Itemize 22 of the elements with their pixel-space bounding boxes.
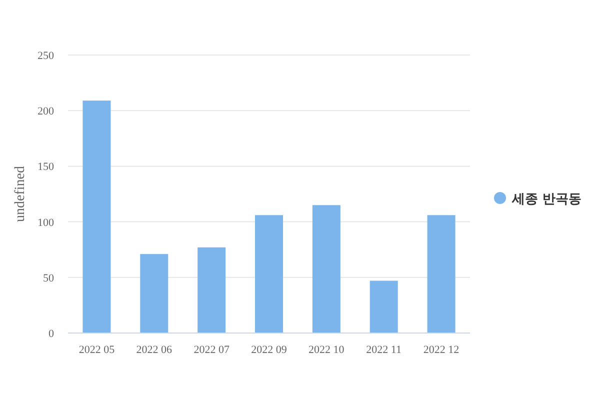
y-tick-label: 250 <box>38 50 54 62</box>
y-tick-label: 200 <box>38 106 54 118</box>
bar <box>427 215 456 333</box>
bar <box>140 254 168 333</box>
x-tick-label: 2022 10 <box>308 344 345 356</box>
y-tick-label: 150 <box>38 161 54 174</box>
y-tick-label: 50 <box>43 272 54 284</box>
y-tick-label: 100 <box>38 216 54 229</box>
bar <box>198 247 226 333</box>
y-axis-title: undefined <box>13 166 28 222</box>
bar <box>255 215 283 333</box>
x-tick-label: 2022 07 <box>194 344 230 356</box>
y-tick-label: 0 <box>48 328 54 340</box>
bar <box>82 100 111 333</box>
x-tick-label: 2022 05 <box>78 344 116 356</box>
x-tick-label: 2022 09 <box>251 344 288 356</box>
x-tick-label: 2022 11 <box>366 344 402 356</box>
x-tick-label: 2022 12 <box>423 344 460 356</box>
bar <box>370 280 398 333</box>
legend-label: 세종 반곡동 <box>511 192 582 207</box>
bar <box>312 205 340 333</box>
x-tick-label: 2022 06 <box>136 344 173 356</box>
